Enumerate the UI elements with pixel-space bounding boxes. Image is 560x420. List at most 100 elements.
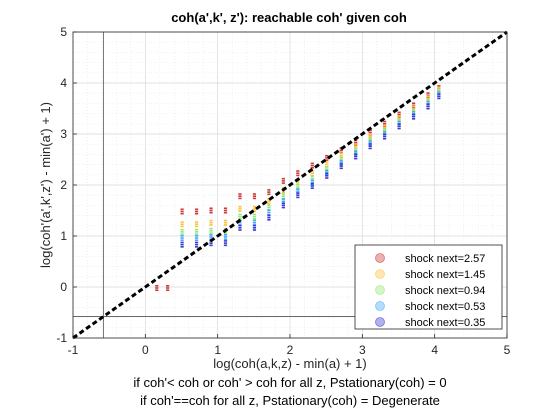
data-point xyxy=(296,194,300,196)
data-point xyxy=(339,162,343,164)
data-point xyxy=(411,115,416,118)
data-point xyxy=(354,150,358,152)
data-point xyxy=(194,212,199,215)
data-point xyxy=(252,208,257,210)
data-point xyxy=(437,93,441,95)
data-point xyxy=(180,208,184,211)
data-point xyxy=(180,243,184,246)
data-point xyxy=(426,103,430,106)
data-point xyxy=(267,219,271,221)
legend: shock next=2.57 shock next=1.45 shock next… xyxy=(354,244,503,330)
data-point xyxy=(325,157,329,159)
data-point xyxy=(368,135,372,138)
data-point xyxy=(325,174,329,176)
data-point xyxy=(238,205,242,208)
data-point xyxy=(296,190,300,192)
data-point xyxy=(252,213,257,216)
legend-marker xyxy=(375,285,385,295)
data-point xyxy=(209,224,213,226)
data-point xyxy=(194,233,199,235)
data-point xyxy=(180,212,184,215)
data-point xyxy=(223,236,228,238)
data-point xyxy=(397,119,401,122)
data-point xyxy=(397,120,401,123)
data-point xyxy=(223,224,228,226)
data-point xyxy=(368,133,372,136)
data-point xyxy=(310,183,314,185)
data-point xyxy=(209,219,213,222)
data-point xyxy=(267,211,271,214)
data-point xyxy=(354,143,358,145)
data-point xyxy=(411,104,416,107)
data-point xyxy=(383,127,387,130)
data-point xyxy=(180,241,184,244)
data-point xyxy=(325,171,329,174)
data-point xyxy=(339,154,343,157)
data-point xyxy=(281,195,285,197)
data-point xyxy=(310,175,314,177)
data-point xyxy=(325,163,329,166)
data-point xyxy=(368,139,372,141)
data-point xyxy=(325,169,329,172)
data-point xyxy=(180,225,184,228)
data-point xyxy=(397,111,401,114)
data-point xyxy=(397,118,401,120)
data-point xyxy=(368,140,372,142)
data-point xyxy=(180,221,184,223)
data-point xyxy=(325,154,329,157)
data-point xyxy=(180,246,184,248)
data-point xyxy=(267,200,271,203)
data-point xyxy=(209,236,213,238)
data-point xyxy=(354,144,358,146)
data-point xyxy=(223,234,228,236)
data-point xyxy=(354,141,358,144)
chart-title: coh(a',k', z'): reachable coh' given coh xyxy=(171,10,407,25)
data-point xyxy=(368,145,372,148)
data-point xyxy=(437,87,441,89)
data-point xyxy=(310,185,314,187)
data-point xyxy=(354,145,358,148)
data-point xyxy=(209,211,213,214)
data-point xyxy=(339,160,343,163)
data-point xyxy=(209,221,213,224)
data-point xyxy=(238,215,242,218)
legend-entry: shock next=1.45 xyxy=(405,269,485,281)
data-point xyxy=(296,188,300,190)
data-point xyxy=(383,126,387,129)
data-point xyxy=(267,202,271,205)
data-point xyxy=(411,107,416,110)
data-point xyxy=(238,213,242,216)
data-point xyxy=(310,187,314,189)
data-point xyxy=(383,137,387,140)
data-point xyxy=(238,208,242,210)
data-point xyxy=(368,137,372,139)
data-point xyxy=(368,144,372,147)
data-point xyxy=(437,89,441,91)
data-point xyxy=(223,219,228,222)
data-point xyxy=(296,184,300,186)
data-point xyxy=(339,165,343,167)
y-tick-label: 2 xyxy=(60,178,67,192)
data-point xyxy=(310,164,314,167)
data-point xyxy=(281,193,285,195)
data-point xyxy=(267,204,271,207)
data-point xyxy=(281,182,285,184)
series-1 xyxy=(155,85,441,291)
data-point xyxy=(411,111,416,113)
data-point xyxy=(209,230,213,232)
data-point xyxy=(223,244,228,247)
data-point xyxy=(383,133,387,136)
data-point xyxy=(238,210,242,212)
data-point xyxy=(223,221,228,224)
legend-entry: shock next=0.53 xyxy=(405,301,485,313)
data-point xyxy=(296,172,300,175)
data-point xyxy=(310,167,314,169)
data-point xyxy=(426,105,430,108)
data-point xyxy=(426,92,430,94)
data-point xyxy=(194,231,199,233)
data-point xyxy=(310,162,314,165)
data-point xyxy=(368,142,372,144)
note-line-2: if coh'==coh for all z, Pstationary(coh)… xyxy=(140,393,440,408)
data-point xyxy=(325,166,329,168)
